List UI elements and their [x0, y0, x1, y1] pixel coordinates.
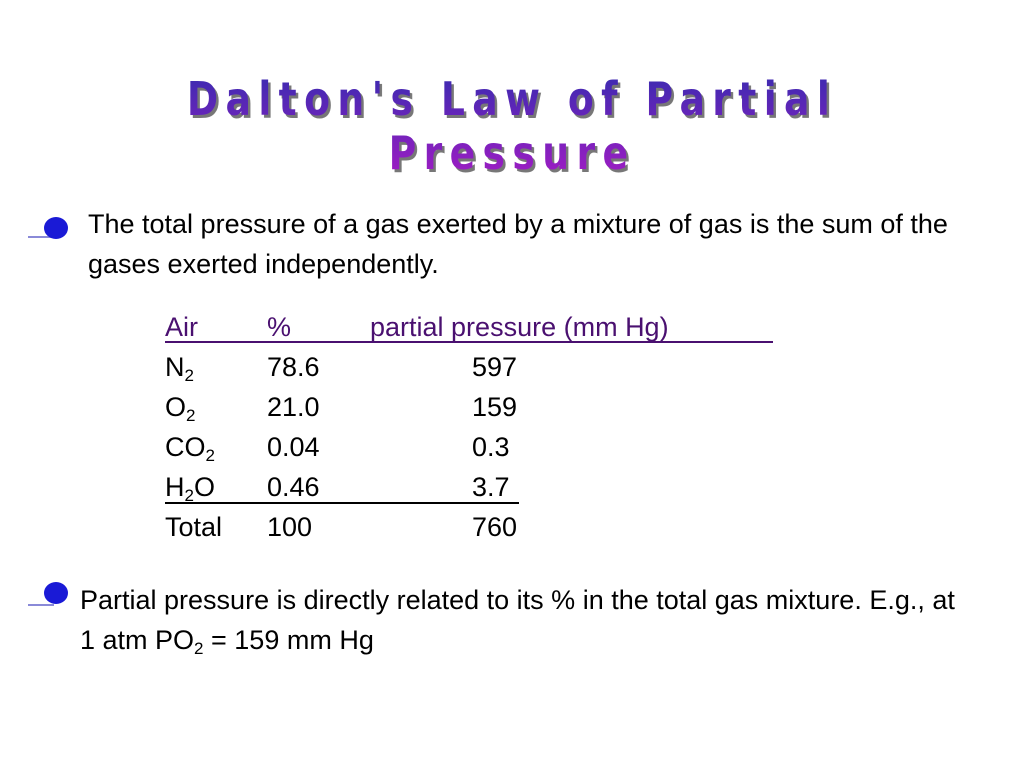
- header-cell: partial pressure (mm Hg): [370, 312, 669, 342]
- text-run: N: [165, 352, 185, 382]
- air-cell: N2: [165, 347, 194, 387]
- subscript: 2: [184, 486, 194, 505]
- sum-rule: [165, 502, 519, 504]
- text-run: Total: [165, 512, 223, 542]
- text-run: CO: [165, 432, 206, 462]
- pressure-cell: 3.7: [472, 472, 510, 502]
- percent-cell: 100: [267, 512, 313, 542]
- bullet-dot: [44, 582, 68, 604]
- text-run: H: [165, 472, 185, 502]
- header-underline: [165, 341, 773, 343]
- bullet-line: [28, 604, 54, 606]
- header-cell: Air: [165, 312, 198, 342]
- header-cell: %: [267, 312, 292, 342]
- text-run: = 159 mm Hg: [203, 625, 374, 655]
- subscript: 2: [184, 366, 194, 385]
- percent-cell: 21.0: [267, 392, 320, 422]
- air-cell: H2O: [165, 467, 215, 507]
- bullet-dot: [44, 217, 68, 239]
- bullet-line: [28, 236, 54, 238]
- percent-cell: 0.04: [267, 432, 320, 462]
- percent-cell: 0.46: [267, 472, 320, 502]
- text-run: Partial pressure is directly related to …: [80, 585, 955, 655]
- bullet-text: The total pressure of a gas exerted by a…: [88, 204, 968, 284]
- percent-cell: 78.6: [267, 352, 320, 382]
- text-run: The total pressure of a gas exerted by a…: [88, 209, 948, 279]
- subscript: 2: [186, 406, 196, 425]
- subscript: 2: [194, 639, 204, 658]
- pressure-cell: 597: [472, 352, 518, 382]
- pressure-cell: 159: [472, 392, 518, 422]
- bullet-text: Partial pressure is directly related to …: [80, 580, 960, 660]
- text-run: O: [165, 392, 187, 422]
- air-cell: O2: [165, 387, 195, 427]
- pressure-cell: 760: [472, 512, 518, 542]
- pressure-cell: 0.3: [472, 432, 510, 462]
- air-cell: Total: [165, 507, 222, 547]
- title: Dalton's Law of Partial Pressure: [92, 72, 932, 180]
- text-run: O: [193, 472, 215, 502]
- air-cell: CO2: [165, 427, 215, 467]
- subscript: 2: [205, 446, 215, 465]
